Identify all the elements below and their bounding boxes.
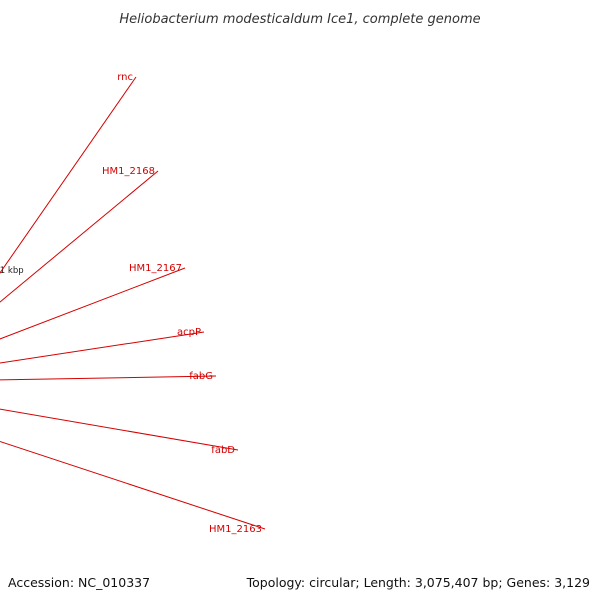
scale-tick-labels: 2171 kbp2170 kbp2169 kbp2168 kbp2167 kbp… — [0, 266, 24, 276]
gene-labels: rnc HM1_2168 HM1_2167 acpP fabG fabD HM1_2163 — [0, 72, 266, 535]
accession-text: Accession: NC_010337 — [8, 575, 150, 590]
gene-leader-line — [0, 170, 159, 303]
tick-label: 2171 kbp — [0, 266, 24, 276]
gene-label[interactable]: acpP — [177, 327, 201, 338]
gene-leader-line — [0, 408, 239, 451]
gene-leader-line — [0, 76, 137, 274]
footer-bg — [0, 570, 600, 600]
gene-leader-line — [0, 375, 217, 381]
summary-text: Topology: circular; Length: 3,075,407 bp… — [246, 575, 590, 590]
gene-label[interactable]: rnc — [117, 72, 133, 83]
gene-label[interactable]: HM1_2167 — [129, 263, 182, 274]
gene-leader-line — [0, 331, 205, 364]
gene-label[interactable]: HM1_2163 — [209, 524, 262, 535]
gene-label[interactable]: fabD — [211, 445, 235, 456]
map-title: Heliobacterium modesticaldum Ice1, compl… — [119, 12, 480, 27]
gene-label[interactable]: HM1_2168 — [102, 166, 155, 177]
gene-leader-line — [0, 267, 186, 340]
gene-leader-line — [0, 440, 266, 530]
gene-label[interactable]: fabG — [189, 371, 213, 382]
